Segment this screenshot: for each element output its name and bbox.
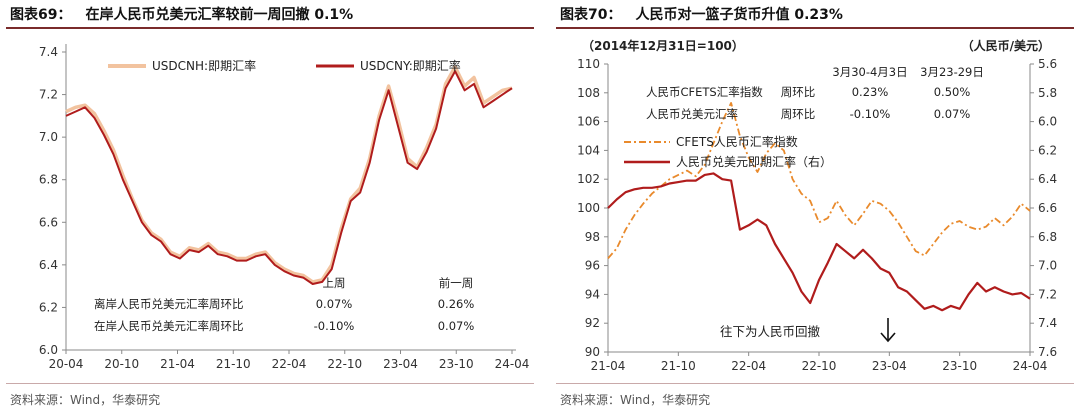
y-tick-label-left: 108 xyxy=(577,86,600,100)
x-tick-label: 21-04 xyxy=(591,359,626,373)
y-tick-label-right: 6.4 xyxy=(1038,172,1057,186)
y-tick-label-right: 7.2 xyxy=(1038,287,1057,301)
table-row-metric: 周环比 xyxy=(781,85,816,99)
y-tick-label-left: 98 xyxy=(585,230,600,244)
y-tick-label-left: 100 xyxy=(577,201,600,215)
y-tick-label-right: 5.8 xyxy=(1038,86,1057,100)
legend-label: USDCNH:即期汇率 xyxy=(152,58,256,73)
y-tick-label-left: 94 xyxy=(585,287,600,301)
x-tick-label: 22-10 xyxy=(327,357,362,371)
down-arrow-head-icon xyxy=(880,332,896,343)
annotation-text: 往下为人民币回撤 xyxy=(720,324,821,339)
left-axis-label: （2014年12月31日=100） xyxy=(582,38,744,53)
table-header: 上周 xyxy=(323,276,346,290)
table-row-label: 在岸人民币兑美元汇率周环比 xyxy=(94,319,244,333)
table-value: 0.50% xyxy=(934,85,971,99)
y-tick-label: 6.6 xyxy=(39,215,58,229)
table-value: 0.07% xyxy=(934,107,971,121)
series-line-usdcny xyxy=(607,172,1031,312)
chart-title-right: 图表70： 人民币对一篮子货币升值 0.23% xyxy=(560,4,843,24)
x-tick-label: 23-10 xyxy=(439,357,474,371)
table-value: 0.07% xyxy=(438,319,475,333)
y-tick-label-right: 6.0 xyxy=(1038,115,1057,129)
chart-title-left: 图表69： 在岸人民币兑美元汇率较前一周回撤 0.1% xyxy=(10,4,353,24)
title-divider xyxy=(556,27,1074,29)
x-tick-label: 22-04 xyxy=(272,357,307,371)
x-tick-label: 22-10 xyxy=(802,359,837,373)
y-tick-label-right: 6.8 xyxy=(1038,230,1057,244)
chart-canvas-right: （2014年12月31日=100） （人民币/美元） 90 92 94 96 98 100 10… xyxy=(577,38,1057,373)
legend-label: 人民币兑美元即期汇率（右） xyxy=(676,154,832,169)
y-tick-label-left: 104 xyxy=(577,143,600,157)
table-value: -0.10% xyxy=(314,319,355,333)
chart-number: 图表69： xyxy=(10,7,72,23)
x-tick-label: 20-10 xyxy=(104,357,139,371)
series-line-usdcnh xyxy=(65,65,513,284)
x-tick-label: 23-10 xyxy=(942,359,977,373)
y-tick-label-left: 110 xyxy=(577,57,600,71)
x-tick-label: 22-04 xyxy=(731,359,766,373)
legend-label: USDCNY:即期汇率 xyxy=(360,58,461,73)
table-value: 0.26% xyxy=(438,297,475,311)
y-tick-label: 6.8 xyxy=(39,173,58,187)
table-value: -0.10% xyxy=(850,107,891,121)
y-tick-label: 7.0 xyxy=(39,130,58,144)
chart-source-left: 资料来源：Wind，华泰研究 xyxy=(10,393,161,407)
y-tick-label: 6.2 xyxy=(39,300,58,314)
x-tick-label: 24-04 xyxy=(1013,359,1048,373)
x-tick-label: 21-10 xyxy=(216,357,251,371)
x-tick-label: 21-04 xyxy=(160,357,195,371)
series-line-usdcny xyxy=(65,70,513,285)
table-row-label: 离岸人民币兑美元汇率周环比 xyxy=(94,297,244,311)
y-tick-label-left: 106 xyxy=(577,115,600,129)
table-header: 3月23-29日 xyxy=(920,65,984,79)
y-tick-label: 7.2 xyxy=(39,88,58,102)
chart-panel-right: 图表70： 人民币对一篮子货币升值 0.23% （2014年12月31日=100）… xyxy=(550,0,1080,418)
table-row-metric: 周环比 xyxy=(781,107,816,121)
chart-panel-left: 图表69： 在岸人民币兑美元汇率较前一周回撤 0.1% 6.0 6.2 6.4 6.6 6… xyxy=(6,4,534,407)
y-tick-label-left: 90 xyxy=(585,345,600,359)
table-row-label: 人民币兑美元汇率 xyxy=(646,107,738,121)
chart-source-right: 资料来源：Wind，华泰研究 xyxy=(560,393,711,407)
y-tick-label-right: 7.4 xyxy=(1038,316,1057,330)
y-tick-label-left: 92 xyxy=(585,316,600,330)
y-tick-label-right: 6.2 xyxy=(1038,143,1057,157)
y-tick-label-right: 6.6 xyxy=(1038,201,1057,215)
x-tick-label: 24-04 xyxy=(495,357,530,371)
y-tick-label-right: 5.6 xyxy=(1038,57,1057,71)
title-divider xyxy=(6,27,534,29)
table-header: 3月30-4月3日 xyxy=(832,65,907,79)
y-tick-label-right: 7.0 xyxy=(1038,259,1057,273)
y-tick-label-left: 96 xyxy=(585,259,600,273)
x-tick-label: 23-04 xyxy=(872,359,907,373)
table-header: 前一周 xyxy=(439,276,474,290)
source-divider xyxy=(6,383,534,384)
series-line-cfets xyxy=(607,102,1031,259)
x-tick-label: 23-04 xyxy=(383,357,418,371)
chart-canvas-left: 6.0 6.2 6.4 6.6 6.8 7.0 7.2 7.4 20-04 20-10 21-04 2… xyxy=(39,44,530,371)
table-value: 0.07% xyxy=(316,297,353,311)
x-tick-label: 21-10 xyxy=(661,359,696,373)
y-tick-label: 6.0 xyxy=(39,343,58,357)
source-divider xyxy=(556,383,1074,384)
legend-label: CFETS人民币汇率指数 xyxy=(676,134,798,149)
y-tick-label: 6.4 xyxy=(39,258,58,272)
table-row-label: 人民币CFETS汇率指数 xyxy=(646,85,763,99)
x-tick-label: 20-04 xyxy=(49,357,84,371)
y-tick-label-left: 102 xyxy=(577,172,600,186)
chart-number: 图表70： xyxy=(560,7,622,23)
y-tick-label-right: 7.6 xyxy=(1038,345,1057,359)
chart-title-text: 在岸人民币兑美元汇率较前一周回撤 0.1% xyxy=(85,7,354,23)
y-tick-label: 7.4 xyxy=(39,45,58,59)
table-value: 0.23% xyxy=(852,85,889,99)
right-axis-label: （人民币/美元） xyxy=(962,38,1050,53)
chart-title-text: 人民币对一篮子货币升值 0.23% xyxy=(635,7,843,23)
